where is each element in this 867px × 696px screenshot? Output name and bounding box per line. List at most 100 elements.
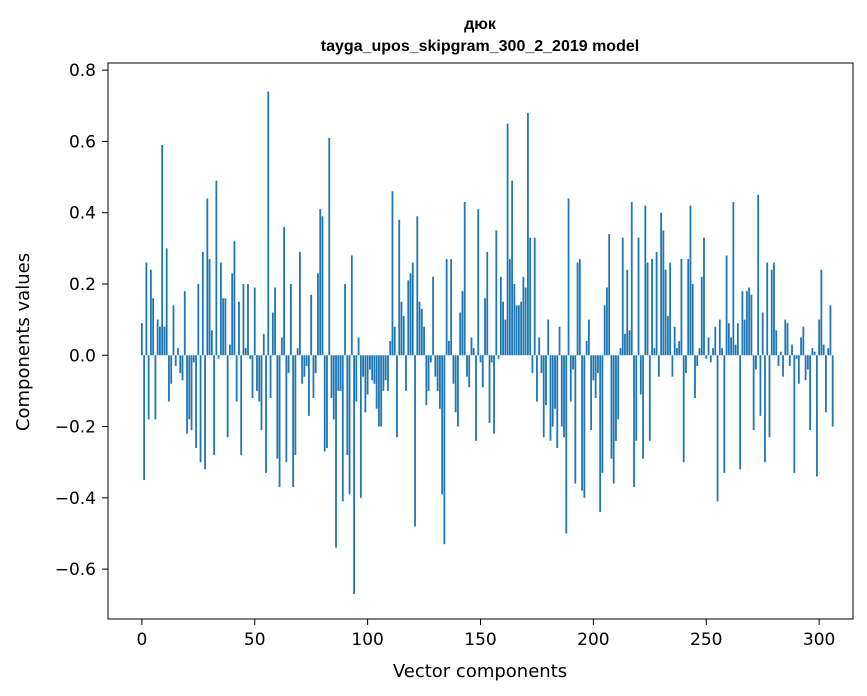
bar-201	[594, 355, 597, 399]
bar-3	[147, 355, 150, 420]
bar-2	[145, 262, 148, 356]
bar-88	[339, 355, 342, 391]
y-axis-label: Components values	[13, 253, 34, 431]
y-tick-label: −0.2	[55, 418, 96, 438]
bar-109	[387, 355, 389, 391]
bar-48	[249, 355, 252, 359]
bar-20	[186, 355, 188, 434]
bar-90	[344, 283, 346, 356]
bar-74	[308, 355, 310, 416]
bar-235	[671, 355, 674, 377]
bar-0	[140, 323, 143, 356]
bar-277	[766, 262, 769, 356]
bar-169	[522, 276, 525, 356]
bar-75	[310, 294, 313, 356]
x-tick-label: 0	[136, 630, 147, 650]
bar-191	[572, 355, 574, 370]
bar-271	[752, 355, 755, 431]
bar-47	[247, 283, 249, 356]
bar-103	[373, 355, 376, 384]
bar-149	[477, 209, 480, 356]
bar-223	[644, 205, 647, 356]
bar-283	[779, 351, 782, 356]
bar-251	[707, 337, 710, 356]
bar-253	[712, 348, 714, 356]
bar-72	[303, 355, 306, 377]
bar-177	[540, 355, 543, 374]
bar-287	[788, 355, 791, 366]
bar-94	[353, 355, 355, 595]
bars-group	[140, 91, 834, 595]
bar-175	[536, 355, 538, 402]
bar-111	[391, 191, 394, 356]
bar-46	[244, 348, 247, 356]
bar-303	[825, 355, 827, 413]
bar-18	[181, 355, 184, 381]
bar-238	[678, 341, 681, 356]
bar-28	[204, 355, 206, 470]
bar-187	[563, 355, 565, 438]
bar-49	[251, 355, 254, 399]
bar-282	[777, 355, 780, 366]
bar-195	[581, 355, 583, 491]
bar-15	[174, 355, 177, 366]
bar-41	[233, 241, 236, 356]
bar-25	[197, 283, 200, 356]
bar-269	[748, 287, 751, 356]
bar-241	[685, 355, 687, 374]
x-tick-label: 150	[464, 630, 496, 650]
bar-35	[219, 262, 222, 356]
bar-7	[156, 319, 159, 356]
bar-95	[355, 355, 358, 402]
bar-237	[676, 348, 678, 356]
bar-135	[445, 259, 448, 356]
bar-240	[682, 355, 685, 463]
bar-44	[240, 355, 243, 456]
bar-234	[669, 262, 672, 356]
bar-179	[545, 355, 547, 406]
bar-167	[517, 305, 520, 356]
bar-280	[773, 262, 775, 356]
bar-57	[269, 355, 272, 399]
bar-173	[531, 355, 534, 374]
bar-208	[610, 355, 613, 459]
bar-244	[691, 283, 694, 356]
bar-126	[425, 355, 428, 406]
bar-26	[199, 355, 202, 463]
bar-29	[206, 198, 209, 356]
bar-158	[497, 355, 500, 359]
bar-116	[402, 316, 405, 356]
bar-143	[463, 202, 466, 356]
bar-36	[222, 298, 225, 356]
bar-121	[414, 355, 416, 527]
bar-119	[409, 273, 412, 356]
bar-64	[285, 355, 288, 463]
bar-290	[795, 355, 798, 359]
bar-11	[165, 248, 168, 356]
bar-54	[262, 333, 265, 356]
bar-272	[755, 355, 757, 370]
bar-6	[154, 355, 157, 420]
bar-99	[364, 355, 367, 413]
bar-19	[183, 291, 186, 356]
bar-181	[549, 355, 552, 441]
bar-50	[253, 287, 256, 356]
bar-55	[265, 355, 267, 473]
bar-22	[190, 355, 193, 431]
bar-186	[560, 355, 563, 427]
bar-300	[818, 319, 821, 356]
bar-113	[396, 355, 398, 438]
bar-144	[466, 355, 468, 377]
bar-233	[666, 316, 669, 356]
bar-96	[357, 337, 360, 356]
bar-137	[450, 259, 453, 356]
bar-242	[687, 259, 690, 356]
bar-31	[210, 330, 213, 356]
bar-102	[371, 355, 374, 381]
bar-198	[587, 319, 590, 356]
bar-43	[238, 301, 240, 356]
bar-226	[651, 259, 653, 356]
plot-area-frame	[107, 62, 854, 620]
bar-257	[721, 348, 723, 356]
bar-106	[380, 355, 383, 427]
